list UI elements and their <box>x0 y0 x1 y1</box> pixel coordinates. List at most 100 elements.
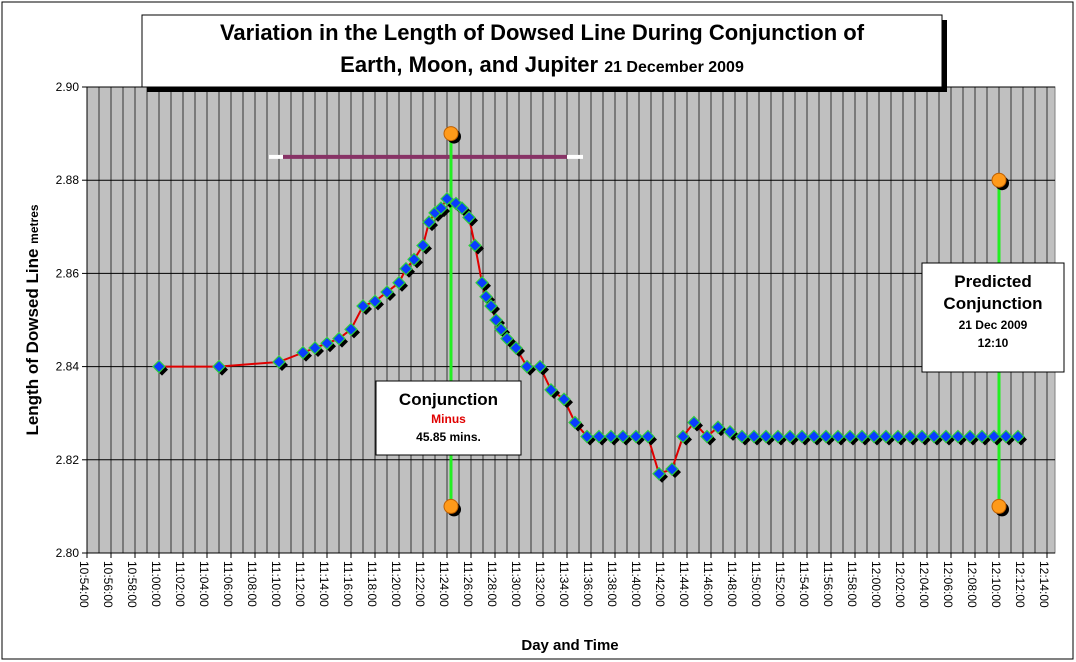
data-point <box>462 210 476 225</box>
data-point <box>735 429 749 444</box>
ref-point <box>443 126 459 142</box>
data-point <box>592 429 606 444</box>
x-tick-label: 11:52:00 <box>773 561 787 607</box>
x-tick-label: 12:04:00 <box>917 561 931 608</box>
y-axis-label: Length of Dowsed Line metres <box>23 204 42 435</box>
data-point <box>455 201 469 216</box>
data-point <box>891 429 905 444</box>
data-point <box>676 429 690 444</box>
x-axis-label: Day and Time <box>521 637 618 654</box>
annotation-box <box>921 262 1065 373</box>
data-point <box>407 252 421 267</box>
data-point <box>843 429 857 444</box>
y-tick-label: 2.82 <box>56 453 80 467</box>
data-point <box>468 238 482 253</box>
data-point <box>963 429 977 444</box>
y-tick-label: 2.84 <box>56 360 80 374</box>
data-point <box>795 429 809 444</box>
data-point <box>915 429 929 444</box>
x-tick-label: 11:50:00 <box>749 561 763 607</box>
x-tick-label: 11:28:00 <box>485 561 499 607</box>
data-point <box>975 429 989 444</box>
x-tick-label: 11:26:00 <box>461 561 475 607</box>
data-point <box>368 294 382 309</box>
x-tick-label: 11:38:00 <box>605 561 619 607</box>
ref-point <box>991 498 1007 514</box>
data-point <box>544 383 558 397</box>
x-tick-label: 11:48:00 <box>725 561 739 607</box>
data-point <box>855 429 869 444</box>
data-point <box>807 429 821 444</box>
data-point <box>939 429 953 444</box>
data-point <box>987 429 1001 444</box>
plot-background <box>86 86 1056 554</box>
annotation-text: Conjunction <box>943 294 1042 313</box>
data-point <box>308 341 322 355</box>
x-tick-label: 11:30:00 <box>509 561 523 607</box>
x-tick-label: 10:54:00 <box>77 561 91 608</box>
data-point <box>723 424 737 439</box>
x-tick-label: 11:12:00 <box>293 561 307 607</box>
data-point <box>509 341 523 355</box>
data-point <box>440 191 454 206</box>
data-point <box>484 299 498 313</box>
data-point <box>687 415 701 430</box>
data-point <box>665 462 679 476</box>
data-point <box>380 285 394 299</box>
data-point <box>831 429 845 444</box>
x-tick-label: 11:40:00 <box>629 561 643 607</box>
x-tick-label: 12:00:00 <box>869 561 883 608</box>
x-tick-label: 11:56:00 <box>821 561 835 607</box>
title-box <box>141 14 943 88</box>
data-point <box>903 429 917 444</box>
data-point <box>489 313 503 327</box>
x-tick-label: 12:10:00 <box>989 561 1003 608</box>
data-point <box>580 429 594 444</box>
data-point <box>616 429 630 444</box>
data-point <box>212 359 226 374</box>
annotation-text: Conjunction <box>399 390 498 409</box>
data-point <box>568 415 582 430</box>
x-tick-label: 11:58:00 <box>845 561 859 607</box>
data-point <box>867 429 881 444</box>
data-point <box>520 359 534 374</box>
data-point <box>771 429 785 444</box>
y-tick-label: 2.80 <box>56 546 80 560</box>
y-tick-label: 2.86 <box>56 266 80 280</box>
x-tick-label: 12:02:00 <box>893 561 907 608</box>
x-tick-label: 11:20:00 <box>389 561 403 607</box>
data-point <box>652 466 666 481</box>
x-tick-label: 11:08:00 <box>245 561 259 607</box>
data-point <box>819 429 833 444</box>
x-tick-label: 11:06:00 <box>221 561 235 607</box>
data-point <box>927 429 941 444</box>
data-point <box>999 429 1013 444</box>
x-tick-label: 11:36:00 <box>581 561 595 607</box>
data-point <box>296 345 310 360</box>
data-point <box>700 429 714 444</box>
x-tick-label: 10:58:00 <box>125 561 139 608</box>
data-point <box>479 289 493 304</box>
x-tick-label: 12:14:00 <box>1037 561 1051 608</box>
x-tick-label: 11:24:00 <box>437 561 451 607</box>
x-tick-label: 12:06:00 <box>941 561 955 608</box>
data-point <box>604 429 618 444</box>
data-point <box>152 359 166 374</box>
x-tick-label: 12:12:00 <box>1013 561 1027 608</box>
data-point <box>320 336 334 351</box>
data-point <box>879 429 893 444</box>
x-tick-label: 11:34:00 <box>557 561 571 607</box>
data-point <box>272 355 286 369</box>
x-tick-label: 12:08:00 <box>965 561 979 608</box>
data-point <box>422 215 436 229</box>
data-point <box>500 331 514 346</box>
data-point <box>434 201 448 216</box>
x-tick-label: 11:10:00 <box>269 561 283 607</box>
x-tick-label: 11:18:00 <box>365 561 379 607</box>
y-tick-label: 2.90 <box>56 80 80 94</box>
data-point <box>641 429 655 444</box>
ref-point <box>991 172 1007 188</box>
data-point <box>392 275 406 290</box>
y-label: Length of Dowsed Line <box>23 249 42 436</box>
